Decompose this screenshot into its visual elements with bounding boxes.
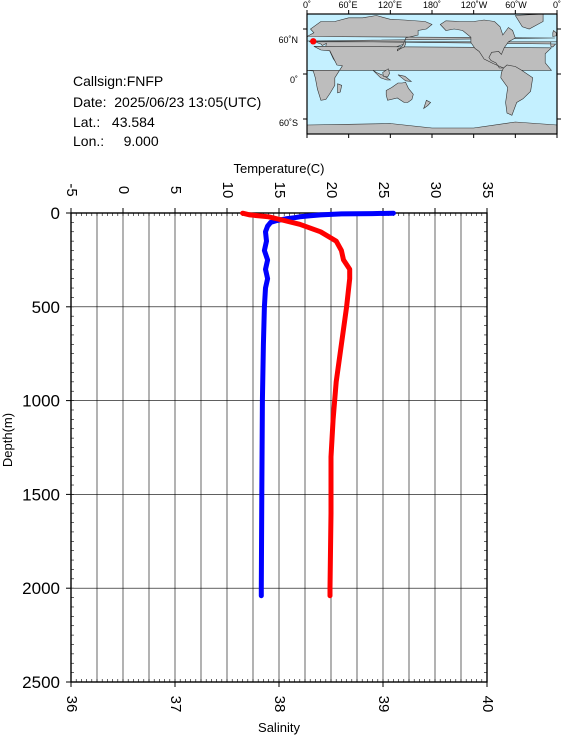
salinity-tick-label: 37 [167, 696, 184, 713]
callsign-text: Callsign:FNFP [73, 73, 164, 89]
island-new-zealand [423, 99, 432, 110]
map-left-label: 60˚N [278, 35, 298, 45]
temperature-tick-label: 0 [115, 186, 132, 194]
depth-tick-label: 500 [32, 298, 60, 317]
temperature-tick-label: 10 [219, 182, 236, 199]
depth-axis-title: Depth(m) [0, 413, 15, 467]
map-top-label: 60˚W [505, 0, 527, 10]
island-japan [397, 39, 406, 52]
salinity-tick-label: 40 [479, 696, 496, 713]
depth-tick-label: 1000 [22, 392, 60, 411]
island-borneo [382, 68, 390, 78]
salinity-tick-label: 38 [271, 696, 288, 713]
temperature-tick-label: 25 [375, 182, 392, 199]
longitude-text: Lon.: 9.000 [73, 133, 159, 149]
temperature-tick-label: 20 [323, 182, 340, 199]
temperature-tick-label: -5 [63, 183, 80, 196]
depth-tick-label: 2500 [22, 673, 60, 692]
salinity-axis-title: Salinity [258, 720, 300, 735]
salinity-profile-line [240, 210, 353, 599]
continent-south-america [500, 64, 534, 116]
map-top-label: 0˚ [303, 0, 311, 10]
temperature-tick-label: 15 [271, 182, 288, 199]
map-top-label: 0˚ [553, 0, 561, 10]
continent-north-america [439, 19, 516, 69]
map-left-label: 60˚S [279, 118, 298, 128]
temperature-tick-label: 35 [479, 182, 496, 199]
island-new-guinea [397, 74, 413, 82]
island-madagascar [337, 83, 343, 94]
map-left-label: 0˚ [290, 75, 298, 85]
temperature-axis-title: Temperature(C) [233, 161, 324, 176]
salinity-tick-label: 36 [63, 696, 80, 713]
island-uk [552, 29, 557, 37]
date-text: Date: 2025/06/23 13:05(UTC) [73, 94, 262, 110]
depth-tick-label: 1500 [22, 485, 60, 504]
continent-australia [385, 81, 414, 103]
temperature-profile-line [258, 210, 396, 599]
map-top-label: 180˚ [423, 0, 441, 10]
temperature-tick-label: 30 [427, 182, 444, 199]
map-top-label: 60˚E [338, 0, 357, 10]
world-map: 0˚ 60˚E 120˚E 180˚ 120˚W 60˚W 0˚ 60˚N 0˚ 60˚S [278, 0, 561, 138]
station-marker [310, 38, 317, 45]
island-indonesia [372, 70, 392, 81]
temperature-tick-label: 5 [167, 186, 184, 194]
latitude-text: Lat.: 43.584 [73, 114, 155, 130]
map-top-label: 120˚E [378, 0, 402, 10]
salinity-tick-label: 39 [375, 696, 392, 713]
depth-tick-label: 0 [51, 204, 60, 223]
map-top-label: 120˚W [461, 0, 488, 10]
depth-tick-label: 2000 [22, 579, 60, 598]
